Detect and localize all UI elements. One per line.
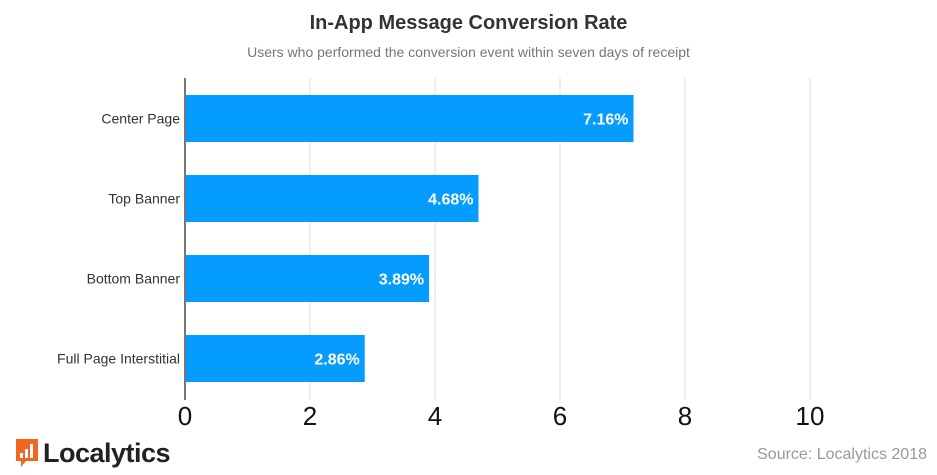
bar-data-label: 2.86% xyxy=(314,352,359,369)
x-tick-label: 0 xyxy=(178,401,192,431)
x-tick-label: 2 xyxy=(303,401,317,431)
bar xyxy=(186,335,365,382)
localytics-logo: Localytics xyxy=(16,438,171,469)
category-label: Center Page xyxy=(101,111,180,127)
bar-data-label: 3.89% xyxy=(379,272,424,289)
x-tick-label: 8 xyxy=(678,401,692,431)
bar xyxy=(186,95,634,142)
bar-data-label: 4.68% xyxy=(428,192,473,209)
source-note: Source: Localytics 2018 xyxy=(757,446,927,463)
x-tick-label: 10 xyxy=(796,401,825,431)
logo-bars-icon xyxy=(16,438,38,467)
bar xyxy=(186,255,430,302)
category-label: Top Banner xyxy=(108,191,180,207)
bar xyxy=(186,175,479,222)
chart-title: In-App Message Conversion Rate xyxy=(309,12,628,34)
category-label: Bottom Banner xyxy=(87,271,181,287)
logo-text: Localytics xyxy=(43,438,171,468)
x-tick-label: 6 xyxy=(553,401,567,431)
x-tick-label: 4 xyxy=(428,401,442,431)
chart-subtitle: Users who performed the conversion event… xyxy=(247,44,690,60)
bar-data-label: 7.16% xyxy=(583,112,628,129)
category-label: Full Page Interstitial xyxy=(57,351,180,367)
